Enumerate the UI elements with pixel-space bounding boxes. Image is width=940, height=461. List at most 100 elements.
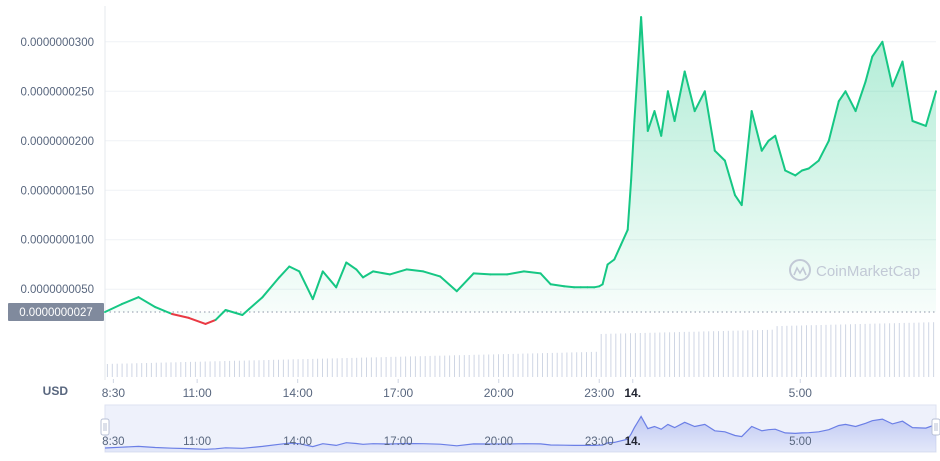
- price-line-segment: [683, 70, 696, 113]
- x-tick-label: 11:00: [183, 386, 212, 400]
- price-line-segment: [345, 261, 358, 271]
- price-line-segment: [355, 268, 364, 279]
- x-tick-label: 17:00: [383, 386, 413, 400]
- x-tick-label: 5:00: [789, 386, 813, 400]
- navigator-area: [105, 416, 936, 452]
- price-line-segment: [606, 258, 616, 266]
- price-line-segment: [784, 169, 797, 177]
- x-tick-label: 14.: [624, 386, 641, 400]
- navigator-left-handle[interactable]: [100, 418, 110, 436]
- price-line-segment: [864, 55, 874, 83]
- price-line-segment: [422, 270, 442, 278]
- y-tick-label: 0.0000000300: [20, 37, 94, 49]
- price-line-segment: [660, 90, 669, 137]
- price-line-segment: [549, 283, 566, 288]
- price-line-segment: [278, 265, 291, 279]
- price-line-segment: [734, 194, 743, 207]
- price-line-segment: [522, 270, 542, 275]
- price-line-segment: [911, 120, 927, 127]
- price-line-segment: [335, 261, 348, 289]
- price-line-segment: [740, 110, 753, 207]
- price-line-segment: [640, 16, 649, 132]
- price-line-segment: [261, 276, 281, 299]
- price-line-segment: [827, 100, 840, 142]
- price-line-segment: [924, 90, 937, 127]
- price-line-segment: [633, 16, 643, 122]
- price-line-segment: [653, 110, 663, 137]
- price-line-segment: [871, 40, 884, 58]
- price-line-segment: [620, 228, 629, 246]
- price-line-segment: [506, 270, 525, 276]
- price-line-segment: [104, 303, 123, 313]
- price-line-segment: [187, 316, 207, 325]
- coinmarketcap-logo-mark: [793, 266, 807, 276]
- price-line-segment: [204, 318, 217, 325]
- price-line-segment: [646, 110, 656, 132]
- price-line-segment: [807, 159, 820, 170]
- y-tick-label: 0.0000000250: [20, 86, 94, 98]
- navigator-tick-label: 11:00: [183, 436, 211, 448]
- navigator-line: [104, 415, 937, 450]
- price-line-segment: [405, 268, 425, 273]
- price-line-segment: [794, 169, 803, 177]
- price-line-segment: [713, 149, 726, 162]
- price-line-segment: [613, 243, 622, 261]
- price-line-segment: [248, 296, 264, 310]
- price-line-segment: [372, 270, 391, 276]
- navigator-tick-label: 17:00: [384, 436, 413, 448]
- y-tick-label: 0.0000000200: [20, 136, 94, 148]
- price-line-segment: [171, 313, 190, 319]
- price-line-segment: [837, 90, 847, 103]
- price-line-segment: [723, 159, 736, 197]
- price-line-segment: [666, 90, 676, 122]
- navigator-tick-label: 23:00: [585, 436, 614, 448]
- price-line-segment: [693, 90, 706, 113]
- price-line-segment: [630, 120, 636, 182]
- current-price-label: 0.0000000027: [19, 307, 93, 319]
- price-line-segment: [241, 308, 251, 316]
- navigator-right-handle[interactable]: [931, 418, 940, 436]
- price-line-segment: [388, 268, 408, 276]
- price-line-segment: [455, 272, 475, 293]
- navigator-tick-label: 14:00: [283, 436, 312, 448]
- price-line-segment: [298, 270, 314, 301]
- price-area-fill: [105, 17, 936, 324]
- navigator-tick-label: 5:00: [789, 436, 811, 448]
- navigator-tick-label: 8:30: [102, 436, 124, 448]
- price-line-segment: [626, 179, 633, 231]
- price-line-segment: [774, 134, 787, 172]
- current-price-box: [8, 303, 104, 321]
- price-line-segment: [881, 40, 894, 88]
- price-line-segment: [760, 139, 770, 152]
- price-line-segment: [321, 270, 338, 289]
- price-line-segment: [137, 296, 157, 309]
- currency-label: USD: [43, 384, 69, 398]
- price-line-segment: [844, 90, 857, 113]
- price-line-segment: [472, 272, 492, 276]
- y-tick-label: 0.0000000050: [20, 284, 94, 296]
- price-line-segment: [563, 285, 576, 289]
- price-line-segment: [703, 90, 716, 152]
- price-line-segment: [154, 306, 173, 315]
- price-line-segment: [673, 70, 686, 122]
- y-tick-label: 0.0000000150: [20, 185, 94, 197]
- price-line-segment: [817, 139, 830, 162]
- x-tick-label: 20:00: [484, 386, 514, 400]
- price-line-segment: [539, 272, 552, 286]
- price-line-segment: [439, 275, 458, 293]
- watermark-text: CoinMarketCap: [816, 263, 920, 280]
- price-line-segment: [750, 110, 763, 152]
- price-line-segment: [891, 60, 904, 88]
- coinmarketcap-logo-icon: [789, 259, 811, 281]
- price-line-segment: [120, 296, 140, 306]
- x-tick-label: 14:00: [283, 386, 313, 400]
- price-line-segment: [362, 270, 375, 279]
- price-line-segment: [601, 263, 609, 286]
- x-tick-label: 8:30: [102, 386, 126, 400]
- price-line-segment: [767, 134, 777, 142]
- price-line-segment: [801, 167, 810, 172]
- price-line-segment: [214, 309, 227, 321]
- navigator-tick-label: 20:00: [484, 436, 513, 448]
